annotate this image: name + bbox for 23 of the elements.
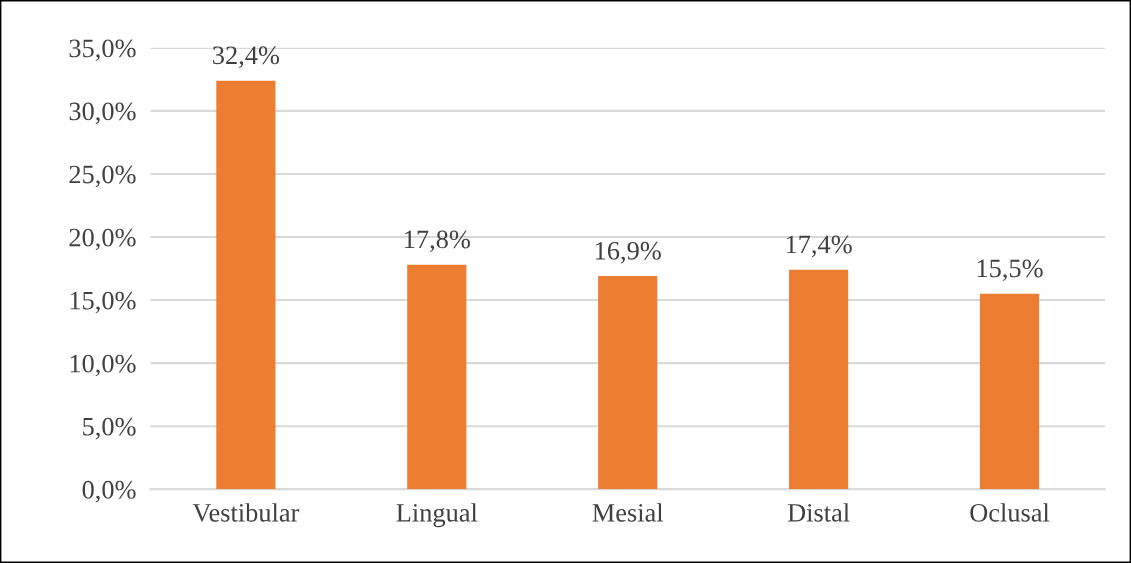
bar — [979, 293, 1040, 490]
y-tick-label: 30,0% — [69, 102, 136, 125]
bar — [407, 264, 467, 490]
data-label: 15,5% — [977, 259, 1043, 282]
data-label: 32,4% — [213, 46, 280, 68]
y-tick-label: 0,0% — [82, 480, 136, 503]
bar — [598, 276, 658, 490]
y-tick-label: 5,0% — [83, 417, 136, 440]
y-tick-label: 15,0% — [70, 291, 136, 314]
y-tick-label: 25,0% — [69, 165, 136, 188]
data-label: 17,8% — [405, 230, 470, 253]
y-tick-label: 35,0% — [69, 39, 136, 62]
x-tick-label: Oclusal — [970, 503, 1050, 522]
data-label: 17,4% — [786, 235, 852, 258]
x-tick-label: Vestibular — [192, 503, 300, 522]
bar — [216, 80, 276, 490]
x-tick-label: Lingual — [396, 503, 478, 528]
y-tick-label: 20,0% — [69, 228, 136, 251]
data-label: 16,9% — [595, 241, 661, 264]
x-tick-label: Mesial — [592, 503, 664, 522]
y-tick-label: 10,0% — [70, 354, 136, 377]
x-tick-label: Distal — [787, 503, 850, 522]
bar — [789, 269, 849, 490]
